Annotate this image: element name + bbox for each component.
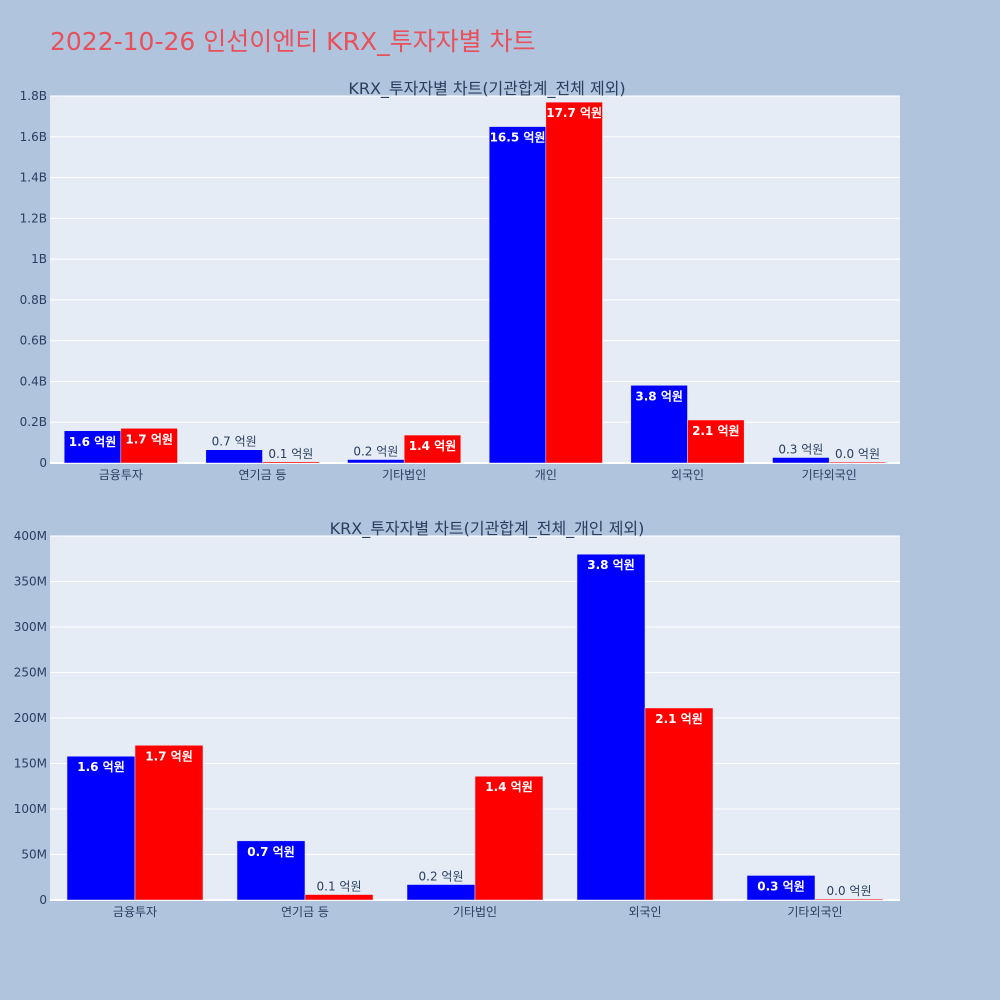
y-tick-label: 150M	[14, 757, 47, 771]
data-label: 3.8 억원	[635, 389, 683, 403]
data-label: 1.4 억원	[485, 780, 533, 794]
data-label: 1.7 억원	[145, 749, 193, 763]
y-tick-label: 0.8B	[20, 293, 47, 307]
data-label: 0.1 억원	[317, 880, 362, 894]
y-tick-label: 0.6B	[20, 334, 47, 348]
bar	[66, 755, 136, 901]
y-tick-label: 1B	[31, 252, 47, 266]
y-tick-label: 300M	[14, 620, 47, 634]
y-tick-label: 50M	[21, 848, 47, 862]
data-label: 0.0 억원	[835, 447, 880, 461]
bar	[630, 385, 688, 464]
data-label: 0.2 억원	[353, 445, 398, 459]
x-tick-label: 외국인	[628, 905, 661, 919]
chart-title: KRX_투자자별 차트(기관합계_전체_개인 제외)	[330, 519, 645, 539]
x-tick-label: 기타법인	[453, 905, 497, 919]
y-tick-label: 1.4B	[20, 171, 47, 185]
data-label: 2.1 억원	[655, 712, 703, 726]
data-label: 16.5 억원	[490, 131, 546, 145]
bar	[828, 461, 887, 464]
data-label: 17.7 억원	[546, 106, 602, 120]
data-label: 0.7 억원	[212, 435, 257, 449]
bar	[576, 553, 646, 901]
investor-chart-excluding-individual: 0 50M 100M 150M 200M 250M 300M 350M 400M KRX_투자자별…	[14, 519, 900, 919]
bar	[488, 126, 547, 464]
data-label: 0.1 억원	[268, 447, 313, 461]
bar	[120, 428, 178, 464]
plot-area	[50, 96, 900, 463]
bar	[262, 461, 320, 464]
y-tick-label: 250M	[14, 666, 47, 680]
data-label: 0.7 억원	[247, 845, 295, 859]
y-tick-label: 350M	[14, 575, 47, 589]
bar	[814, 898, 884, 901]
investor-chart-all: 0 0.2B 0.4B 0.6B 0.8B 1B 1.2B 1.4B 1.6B 1.8B KRX_투…	[20, 79, 900, 482]
data-label: 2.1 억원	[692, 424, 740, 438]
bar	[687, 419, 745, 464]
y-tick-label: 1.2B	[20, 211, 47, 225]
bar	[474, 775, 544, 901]
data-label: 1.6 억원	[69, 435, 117, 449]
bar	[545, 101, 603, 464]
y-tick-label: 200M	[14, 711, 47, 725]
bar	[236, 840, 306, 901]
x-tick-label: 기타법인	[382, 468, 426, 482]
data-label: 0.3 억원	[778, 442, 823, 456]
bar	[772, 457, 830, 464]
y-tick-label: 100M	[14, 802, 47, 816]
data-label: 1.6 억원	[77, 760, 125, 774]
bar	[644, 707, 714, 901]
data-label: 3.8 억원	[587, 558, 635, 572]
x-tick-label: 금융투자	[99, 468, 143, 482]
bar	[347, 459, 405, 464]
x-tick-label: 연기금 등	[239, 468, 287, 482]
bar	[205, 449, 263, 464]
bar	[406, 884, 476, 901]
x-tick-label: 연기금 등	[281, 905, 329, 919]
data-label: 0.2 억원	[419, 870, 464, 884]
data-label: 0.3 억원	[757, 879, 805, 893]
data-label: 0.0 억원	[827, 884, 872, 898]
x-tick-label: 외국인	[671, 468, 704, 482]
data-label: 1.7 억원	[125, 432, 173, 446]
y-tick-label: 0	[39, 893, 47, 907]
y-tick-label: 400M	[14, 529, 47, 543]
x-tick-label: 금융투자	[113, 905, 157, 919]
y-tick-label: 1.8B	[20, 89, 47, 103]
x-tick-label: 기타외국인	[787, 905, 842, 919]
y-tick-label: 1.6B	[20, 130, 47, 144]
y-tick-label: 0.2B	[20, 415, 47, 429]
bar	[746, 875, 816, 901]
chart-title: KRX_투자자별 차트(기관합계_전체 제외)	[348, 79, 625, 99]
y-tick-label: 0.4B	[20, 374, 47, 388]
y-tick-label: 0	[39, 456, 47, 470]
page-title: 2022-10-26 인선이엔티 KRX_투자자별 차트	[50, 27, 536, 56]
x-tick-label: 개인	[535, 468, 557, 482]
data-label: 1.4 억원	[409, 439, 457, 453]
bar	[134, 745, 204, 901]
bar	[403, 434, 462, 464]
bar	[304, 894, 374, 901]
x-tick-label: 기타외국인	[802, 468, 857, 482]
